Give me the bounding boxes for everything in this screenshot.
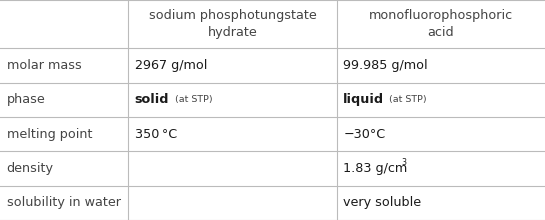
Text: (at STP): (at STP) (389, 95, 426, 104)
Text: −30°C: −30°C (343, 128, 386, 141)
Text: 1.83 g/cm: 1.83 g/cm (343, 162, 408, 175)
Text: phase: phase (7, 93, 45, 106)
Text: molar mass: molar mass (7, 59, 81, 72)
Text: solubility in water: solubility in water (7, 196, 120, 209)
Text: 2967 g/mol: 2967 g/mol (135, 59, 207, 72)
Text: solid: solid (135, 93, 169, 106)
Text: 99.985 g/mol: 99.985 g/mol (343, 59, 428, 72)
Text: very soluble: very soluble (343, 196, 421, 209)
Text: melting point: melting point (7, 128, 92, 141)
Text: monofluorophosphoric
acid: monofluorophosphoric acid (369, 9, 513, 39)
Text: 350 °C: 350 °C (135, 128, 177, 141)
Text: liquid: liquid (343, 93, 384, 106)
Text: (at STP): (at STP) (175, 95, 213, 104)
Text: sodium phosphotungstate
hydrate: sodium phosphotungstate hydrate (149, 9, 316, 39)
Text: 3: 3 (401, 158, 406, 167)
Text: density: density (7, 162, 53, 175)
